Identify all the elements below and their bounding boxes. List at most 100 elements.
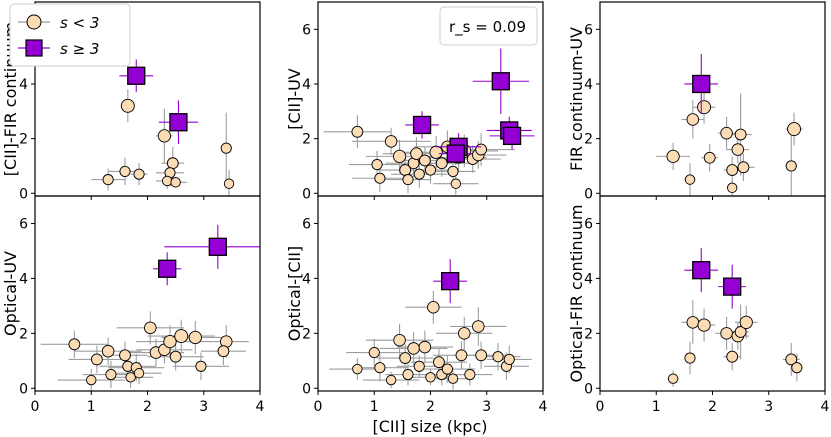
annotation-text: r_s = 0.09 bbox=[449, 18, 526, 37]
y-axis-label: FIR continuum-UV bbox=[567, 27, 586, 171]
series-s-ge-3 bbox=[405, 48, 535, 165]
x-tick-label: 1 bbox=[87, 399, 96, 415]
data-point-circle bbox=[503, 353, 515, 365]
legend: s < 3 s ≥ 3 bbox=[9, 3, 131, 67]
data-point-circle bbox=[371, 159, 383, 171]
x-tick-label: 4 bbox=[821, 399, 830, 415]
data-point-circle bbox=[413, 360, 425, 372]
data-point-circle bbox=[464, 368, 476, 381]
x-axis-label: [CII] size (kpc) bbox=[373, 417, 488, 436]
data-point-circle bbox=[684, 352, 696, 364]
data-point-circle bbox=[68, 338, 81, 351]
x-tick-label: 4 bbox=[256, 399, 265, 415]
data-point-square bbox=[127, 66, 146, 85]
legend-marker-group2 bbox=[25, 39, 43, 57]
data-point-circle bbox=[410, 147, 423, 160]
data-point-square bbox=[158, 259, 177, 278]
data-point-circle bbox=[166, 157, 179, 170]
data-point-circle bbox=[418, 154, 431, 167]
data-point-circle bbox=[424, 164, 437, 176]
data-point-circle bbox=[475, 143, 488, 156]
data-point-circle bbox=[223, 178, 235, 189]
data-point-circle bbox=[726, 182, 738, 194]
y-tick-label: 6 bbox=[584, 22, 593, 38]
y-tick-label: 4 bbox=[584, 271, 593, 287]
data-point-circle bbox=[447, 373, 459, 384]
x-tick-label: 1 bbox=[370, 399, 379, 415]
data-point-circle bbox=[686, 113, 700, 126]
data-point-circle bbox=[413, 168, 425, 180]
x-tick-label: 2 bbox=[143, 399, 152, 415]
data-point-circle bbox=[119, 165, 131, 177]
data-point-square bbox=[208, 237, 227, 256]
data-point-square bbox=[491, 72, 510, 91]
data-point-circle bbox=[441, 363, 453, 375]
data-point-circle bbox=[174, 329, 189, 344]
y-tick-label: 0 bbox=[19, 186, 28, 202]
y-tick-label: 0 bbox=[302, 186, 311, 202]
series-s-lt-3 bbox=[329, 290, 532, 390]
y-tick-label: 4 bbox=[302, 271, 311, 287]
y-tick-label: 6 bbox=[19, 216, 28, 232]
data-point-circle bbox=[785, 160, 797, 172]
data-point-square bbox=[692, 74, 711, 94]
y-tick-label: 4 bbox=[302, 77, 311, 93]
data-point-circle bbox=[455, 349, 468, 362]
data-point-circle bbox=[351, 125, 364, 138]
data-point-circle bbox=[385, 374, 397, 386]
y-axis-label: Optical-FIR continuum bbox=[567, 205, 586, 383]
data-point-circle bbox=[368, 346, 380, 359]
data-point-circle bbox=[120, 98, 135, 113]
data-point-square bbox=[723, 277, 742, 296]
data-point-circle bbox=[737, 161, 750, 174]
y-tick-label: 0 bbox=[584, 381, 593, 397]
data-point-circle bbox=[86, 374, 97, 386]
plot-area bbox=[667, 248, 803, 387]
data-point-circle bbox=[102, 174, 114, 186]
y-tick-label: 4 bbox=[19, 271, 28, 287]
plot-area bbox=[91, 59, 235, 196]
data-point-circle bbox=[492, 351, 504, 363]
data-point-circle bbox=[686, 316, 700, 329]
y-tick-label: 0 bbox=[584, 186, 593, 202]
data-point-circle bbox=[667, 373, 679, 384]
correlation-annotation: r_s = 0.09 bbox=[439, 6, 538, 46]
y-axis-label: Optical-[CII] bbox=[285, 246, 304, 341]
data-point-square bbox=[412, 115, 432, 135]
data-point-circle bbox=[427, 300, 440, 314]
data-point-circle bbox=[125, 372, 136, 383]
data-point-circle bbox=[161, 175, 173, 187]
series-s-ge-3 bbox=[684, 248, 747, 309]
data-point-circle bbox=[787, 122, 802, 137]
x-tick-label: 0 bbox=[314, 399, 323, 415]
data-point-circle bbox=[374, 172, 386, 184]
y-tick-label: 0 bbox=[19, 381, 28, 397]
y-axis-label: [CII]-UV bbox=[285, 68, 304, 130]
data-point-circle bbox=[217, 345, 230, 358]
data-point-circle bbox=[169, 350, 182, 363]
data-point-circle bbox=[402, 368, 414, 381]
data-point-circle bbox=[726, 350, 739, 363]
series-s-ge-3 bbox=[153, 224, 260, 286]
data-point-square bbox=[502, 126, 522, 146]
plot-area bbox=[40, 224, 260, 391]
data-point-circle bbox=[144, 321, 157, 335]
data-point-circle bbox=[697, 318, 711, 332]
data-point-circle bbox=[352, 363, 363, 375]
legend-label-group1: s < 3 bbox=[60, 14, 99, 32]
data-point-circle bbox=[425, 372, 436, 383]
y-axis-label: Optical-UV bbox=[1, 251, 20, 336]
data-point-circle bbox=[105, 368, 117, 381]
x-tick-label: 0 bbox=[596, 399, 605, 415]
data-point-circle bbox=[435, 157, 448, 170]
y-tick-label: 4 bbox=[19, 77, 28, 93]
data-point-circle bbox=[734, 128, 747, 141]
annotation-frame bbox=[439, 6, 538, 46]
y-tick-label: 0 bbox=[302, 381, 311, 397]
plot-area bbox=[323, 48, 535, 195]
y-tick-label: 2 bbox=[19, 326, 28, 342]
data-point-circle bbox=[393, 333, 406, 347]
series-s-lt-3 bbox=[656, 90, 803, 196]
